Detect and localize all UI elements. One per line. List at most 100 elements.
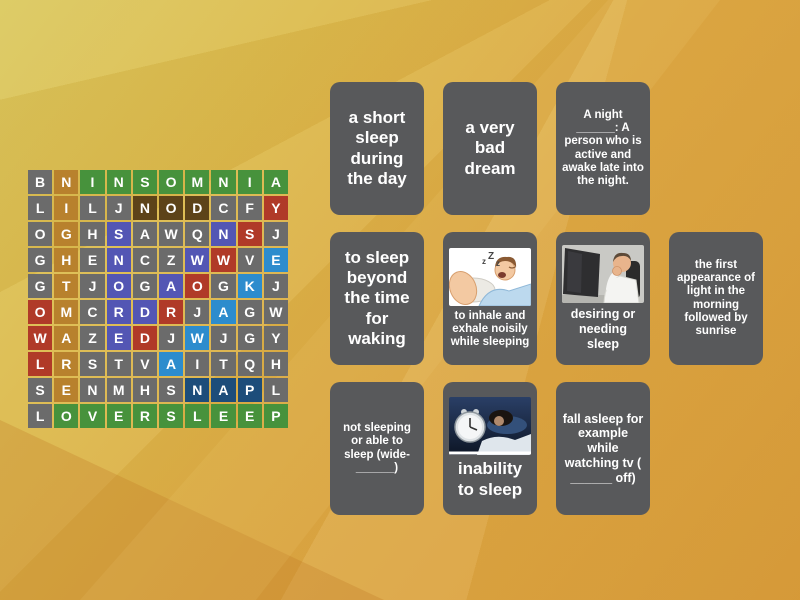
grid-cell[interactable]: E [211, 404, 236, 428]
grid-cell[interactable]: H [54, 248, 79, 272]
grid-cell[interactable]: R [106, 300, 131, 324]
grid-cell[interactable]: P [237, 378, 262, 402]
grid-cell[interactable]: A [263, 170, 288, 194]
grid-cell[interactable]: V [132, 352, 157, 376]
grid-cell[interactable]: S [80, 352, 105, 376]
grid-cell[interactable]: C [80, 300, 105, 324]
grid-cell[interactable]: I [185, 352, 210, 376]
grid-cell[interactable]: W [211, 248, 236, 272]
grid-cell[interactable]: M [54, 300, 79, 324]
grid-cell[interactable]: L [80, 196, 105, 220]
grid-cell[interactable]: I [237, 170, 262, 194]
grid-cell[interactable]: G [132, 274, 157, 298]
grid-cell[interactable]: T [54, 274, 79, 298]
grid-cell[interactable]: O [106, 274, 131, 298]
grid-cell[interactable]: C [211, 196, 236, 220]
grid-cell[interactable]: O [28, 300, 53, 324]
grid-cell[interactable]: A [159, 352, 184, 376]
grid-cell[interactable]: L [185, 404, 210, 428]
grid-cell[interactable]: L [28, 352, 53, 376]
grid-cell[interactable]: G [54, 222, 79, 246]
grid-cell[interactable]: E [106, 326, 131, 350]
grid-cell[interactable]: Z [159, 248, 184, 272]
grid-cell[interactable]: W [28, 326, 53, 350]
grid-cell[interactable]: N [54, 170, 79, 194]
grid-cell[interactable]: T [211, 352, 236, 376]
grid-cell[interactable]: E [106, 404, 131, 428]
grid-cell[interactable]: L [28, 196, 53, 220]
grid-cell[interactable]: H [263, 352, 288, 376]
grid-cell[interactable]: J [80, 274, 105, 298]
grid-cell[interactable]: N [211, 222, 236, 246]
grid-cell[interactable]: E [263, 248, 288, 272]
grid-cell[interactable]: Y [263, 196, 288, 220]
grid-cell[interactable]: T [106, 352, 131, 376]
grid-cell[interactable]: H [132, 378, 157, 402]
grid-cell[interactable]: L [28, 404, 53, 428]
grid-cell[interactable]: O [185, 274, 210, 298]
grid-cell[interactable]: D [132, 300, 157, 324]
grid-cell[interactable]: O [159, 170, 184, 194]
grid-cell[interactable]: L [263, 378, 288, 402]
grid-cell[interactable]: V [80, 404, 105, 428]
grid-cell[interactable]: F [237, 196, 262, 220]
grid-cell[interactable]: S [106, 222, 131, 246]
grid-cell[interactable]: B [28, 170, 53, 194]
grid-cell[interactable]: V [237, 248, 262, 272]
grid-cell[interactable]: S [28, 378, 53, 402]
grid-cell[interactable]: A [132, 222, 157, 246]
grid-cell[interactable]: D [132, 326, 157, 350]
grid-cell[interactable]: N [185, 378, 210, 402]
grid-cell[interactable]: I [54, 196, 79, 220]
grid-cell[interactable]: N [132, 196, 157, 220]
grid-cell[interactable]: N [80, 378, 105, 402]
grid-cell[interactable]: A [211, 378, 236, 402]
grid-cell[interactable]: G [211, 274, 236, 298]
grid-cell[interactable]: E [237, 404, 262, 428]
grid-cell[interactable]: W [159, 222, 184, 246]
grid-cell[interactable]: O [54, 404, 79, 428]
grid-cell[interactable]: Q [237, 352, 262, 376]
grid-cell[interactable]: D [185, 196, 210, 220]
grid-cell[interactable]: J [263, 274, 288, 298]
grid-cell[interactable]: S [159, 378, 184, 402]
grid-cell[interactable]: G [237, 300, 262, 324]
grid-cell[interactable]: P [263, 404, 288, 428]
grid-cell[interactable]: C [132, 248, 157, 272]
grid-cell[interactable]: R [132, 404, 157, 428]
grid-cell[interactable]: K [237, 274, 262, 298]
grid-cell[interactable]: J [106, 196, 131, 220]
grid-cell[interactable]: M [185, 170, 210, 194]
grid-cell[interactable]: W [185, 248, 210, 272]
grid-cell[interactable]: H [80, 222, 105, 246]
grid-cell[interactable]: G [237, 326, 262, 350]
grid-cell[interactable]: N [106, 248, 131, 272]
grid-cell[interactable]: A [54, 326, 79, 350]
grid-cell[interactable]: A [159, 274, 184, 298]
grid-cell[interactable]: N [106, 170, 131, 194]
grid-cell[interactable]: J [211, 326, 236, 350]
grid-cell[interactable]: G [28, 248, 53, 272]
grid-cell[interactable]: S [132, 170, 157, 194]
grid-cell[interactable]: O [159, 196, 184, 220]
grid-cell[interactable]: R [54, 352, 79, 376]
grid-cell[interactable]: W [185, 326, 210, 350]
grid-cell[interactable]: O [28, 222, 53, 246]
grid-cell[interactable]: S [159, 404, 184, 428]
grid-cell[interactable]: Q [185, 222, 210, 246]
grid-cell[interactable]: N [211, 170, 236, 194]
grid-cell[interactable]: J [263, 222, 288, 246]
grid-cell[interactable]: Y [263, 326, 288, 350]
grid-cell[interactable]: E [54, 378, 79, 402]
grid-cell[interactable]: S [237, 222, 262, 246]
grid-cell[interactable]: R [159, 300, 184, 324]
grid-cell[interactable]: W [263, 300, 288, 324]
grid-cell[interactable]: I [80, 170, 105, 194]
grid-cell[interactable]: M [106, 378, 131, 402]
grid-cell[interactable]: A [211, 300, 236, 324]
grid-cell[interactable]: J [159, 326, 184, 350]
grid-cell[interactable]: Z [80, 326, 105, 350]
grid-cell[interactable]: J [185, 300, 210, 324]
grid-cell[interactable]: E [80, 248, 105, 272]
grid-cell[interactable]: G [28, 274, 53, 298]
